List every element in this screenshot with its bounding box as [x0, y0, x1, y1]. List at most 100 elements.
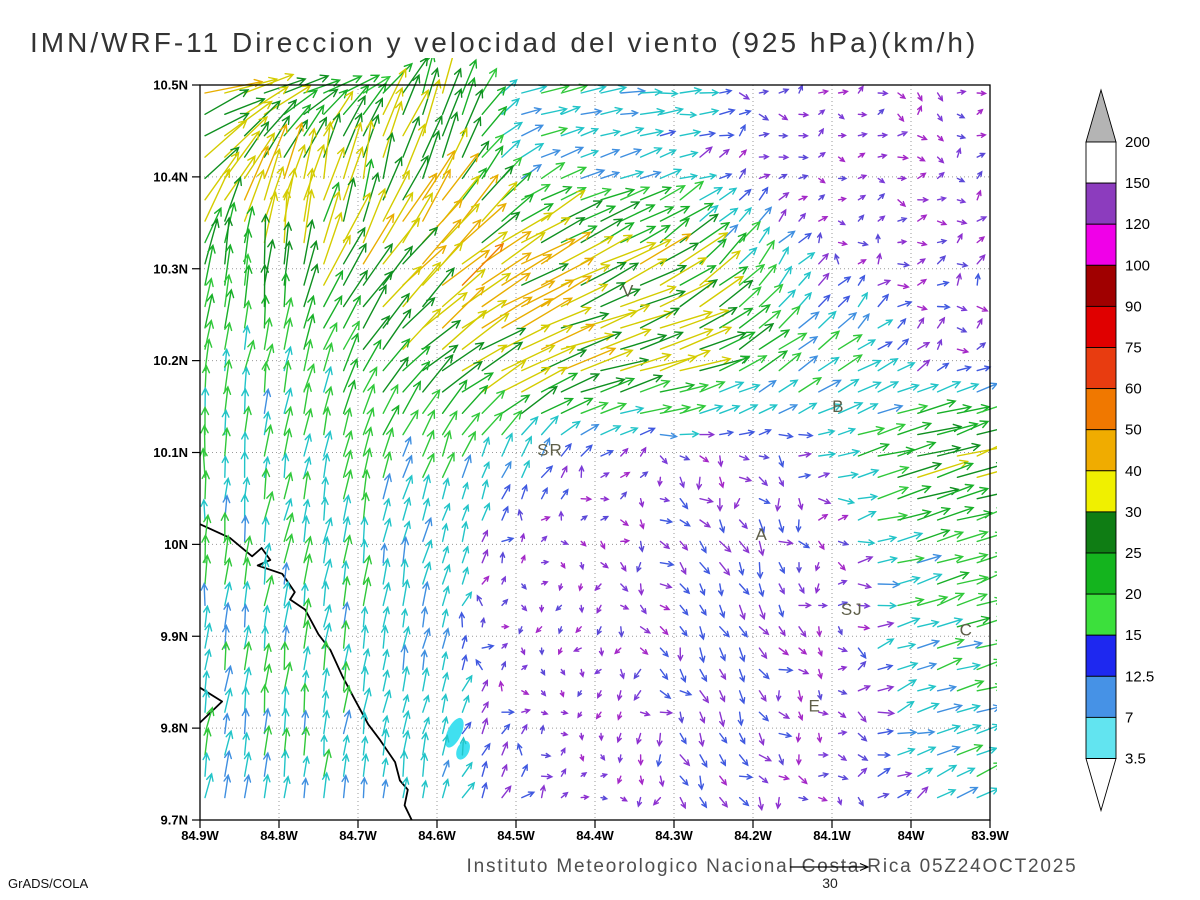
wind-arrow: [321, 771, 330, 799]
wind-arrow: [204, 243, 216, 286]
wind-arrow: [501, 280, 556, 308]
wind-arrow: [422, 694, 430, 713]
wind-arrow: [877, 108, 885, 115]
wind-arrow: [204, 119, 248, 158]
wind-arrow: [956, 662, 982, 671]
wind-arrow: [936, 483, 975, 500]
wind-arrow: [818, 602, 829, 609]
wind-arrow: [917, 135, 928, 141]
wind-arrow: [323, 190, 342, 244]
wind-arrow: [402, 709, 411, 735]
wind-arrow: [560, 710, 569, 715]
wind-arrow: [837, 754, 848, 762]
legend-label: 90: [1125, 298, 1142, 315]
wind-arrow: [261, 558, 270, 585]
wind-arrow: [521, 415, 539, 436]
wind-arrow: [323, 321, 338, 350]
wind-arrow: [540, 535, 548, 543]
wind-arrow: [936, 745, 961, 756]
wind-arrow: [402, 296, 436, 329]
wind-arrow: [560, 397, 594, 414]
wind-arrow: [775, 796, 782, 810]
wind-arrow: [917, 92, 923, 102]
wind-arrow: [204, 112, 250, 137]
wind-arrow: [778, 113, 789, 121]
wind-arrow: [818, 330, 841, 350]
wind-arrow: [857, 381, 882, 393]
wind-arrow: [976, 471, 997, 478]
wind-arrow: [481, 548, 489, 564]
wind-arrow: [263, 455, 271, 478]
wind-arrow: [897, 747, 916, 756]
wind-arrow: [897, 555, 925, 564]
wind-arrow: [659, 404, 692, 414]
wind-arrow: [976, 132, 987, 138]
wind-arrow: [263, 316, 273, 350]
lon-tick-label: 84.5W: [497, 828, 535, 843]
wind-arrow: [283, 103, 312, 137]
lat-tick-label: 9.8N: [161, 721, 188, 736]
wind-arrow: [936, 506, 975, 521]
wind-arrow: [798, 212, 807, 222]
wind-arrow: [699, 130, 717, 138]
wind-arrow: [639, 307, 681, 329]
wind-arrow: [224, 116, 269, 158]
wind-arrow: [362, 212, 395, 265]
wind-arrow: [580, 205, 617, 222]
wind-arrow: [796, 754, 802, 766]
wind-arrow: [659, 328, 714, 350]
wind-arrow: [897, 509, 933, 521]
wind-arrow: [679, 403, 707, 414]
wind-arrow: [617, 754, 623, 764]
wind-arrow: [936, 303, 951, 310]
wind-arrow: [758, 329, 791, 350]
wind-arrow: [897, 531, 924, 543]
wind-arrow: [224, 130, 261, 180]
wind-arrow: [738, 626, 748, 638]
wind-arrow: [301, 514, 310, 543]
wind-arrow: [897, 300, 913, 308]
wind-arrow: [778, 404, 799, 414]
wind-arrow: [578, 583, 584, 592]
wind-arrow: [679, 668, 687, 684]
station-label-b: B: [832, 397, 844, 416]
wind-arrow: [936, 113, 944, 122]
wind-arrow: [917, 341, 931, 350]
wind-arrow: [699, 146, 713, 158]
wind-arrow: [600, 425, 622, 436]
wind-arrow: [679, 690, 693, 696]
wind-arrow: [560, 540, 569, 545]
wind-arrow: [956, 262, 969, 268]
wind-arrow: [956, 348, 970, 354]
legend-label: 50: [1125, 422, 1142, 439]
wind-arrow: [796, 562, 802, 574]
wind-arrow: [382, 557, 391, 585]
wind-arrow: [521, 690, 530, 695]
wind-arrow: [422, 291, 468, 329]
wind-arrow: [857, 426, 886, 436]
wind-arrow: [738, 149, 748, 158]
lon-tick-label: 84.4W: [576, 828, 614, 843]
wind-arrow: [381, 778, 389, 799]
wind-arrow: [341, 773, 349, 799]
wind-arrow: [461, 116, 482, 158]
wind-arrow: [877, 357, 899, 372]
wind-arrow: [897, 199, 907, 208]
wind-arrow: [362, 339, 382, 372]
wind-arrow: [261, 213, 270, 265]
wind-arrow: [382, 669, 390, 692]
wind-arrow: [818, 356, 840, 372]
wind-arrow: [580, 84, 607, 94]
wind-arrow: [956, 134, 967, 140]
wind-arrow: [837, 626, 843, 636]
wind-arrow: [224, 321, 233, 350]
wind-arrow: [572, 647, 582, 652]
wind-arrow: [620, 204, 656, 222]
wind-arrow: [659, 168, 683, 180]
wind-arrow: [204, 167, 231, 222]
wind-arrow: [699, 204, 719, 222]
wind-arrow: [422, 241, 464, 286]
wind-arrow: [778, 191, 790, 201]
wind-arrow: [857, 339, 877, 350]
